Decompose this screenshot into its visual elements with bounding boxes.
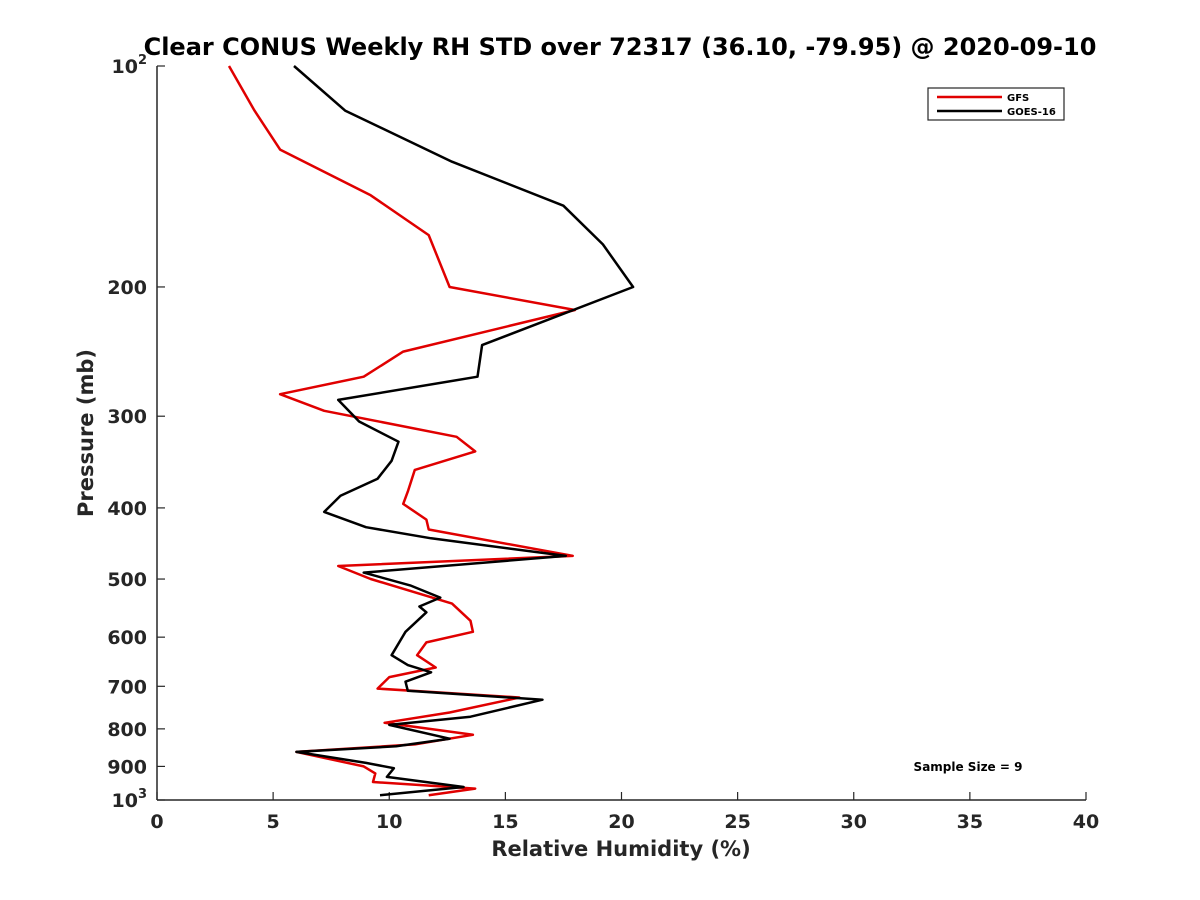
y-tick-label: 800 xyxy=(107,719,147,741)
x-tick-label: 30 xyxy=(841,811,867,833)
plot-area xyxy=(156,66,1086,801)
x-tick-label: 40 xyxy=(1073,811,1099,833)
y-tick-label: 600 xyxy=(107,627,147,649)
x-tick-label: 20 xyxy=(608,811,634,833)
series-line-gfs xyxy=(227,65,577,797)
chart-title: Clear CONUS Weekly RH STD over 72317 (36… xyxy=(144,33,1097,61)
series-layer xyxy=(227,65,635,797)
y-tick-label: 700 xyxy=(107,676,147,698)
y-tick-label: 103 xyxy=(112,787,148,812)
legend-label-gfs: GFS xyxy=(1007,93,1029,104)
x-tick-label: 10 xyxy=(376,811,402,833)
y-tick-label: 300 xyxy=(107,406,147,428)
x-tick-label: 15 xyxy=(492,811,518,833)
sample-size-annotation: Sample Size = 9 xyxy=(914,760,1023,774)
y-tick-label: 900 xyxy=(107,756,147,778)
y-tick-label: 400 xyxy=(107,498,147,520)
legend: GFS GOES-16 xyxy=(927,87,1065,121)
x-axis-label: Relative Humidity (%) xyxy=(491,837,750,861)
y-tick-label: 500 xyxy=(107,569,147,591)
y-tick-label: 200 xyxy=(107,277,147,299)
x-tick-label: 35 xyxy=(957,811,983,833)
x-tick-label: 0 xyxy=(150,811,163,833)
x-axis-ticks: 0 5 10 15 20 25 30 35 40 xyxy=(150,792,1099,833)
y-axis-ticks: 102 200 300 400 500 600 700 800 900 103 xyxy=(107,53,165,812)
x-tick-label: 25 xyxy=(724,811,750,833)
legend-label-goes16: GOES-16 xyxy=(1007,107,1056,118)
y-axis-label: Pressure (mb) xyxy=(74,349,98,517)
series-line-goes-16 xyxy=(293,65,635,797)
x-tick-label: 5 xyxy=(267,811,280,833)
legend-box xyxy=(927,87,1065,121)
y-tick-label: 102 xyxy=(112,53,148,78)
